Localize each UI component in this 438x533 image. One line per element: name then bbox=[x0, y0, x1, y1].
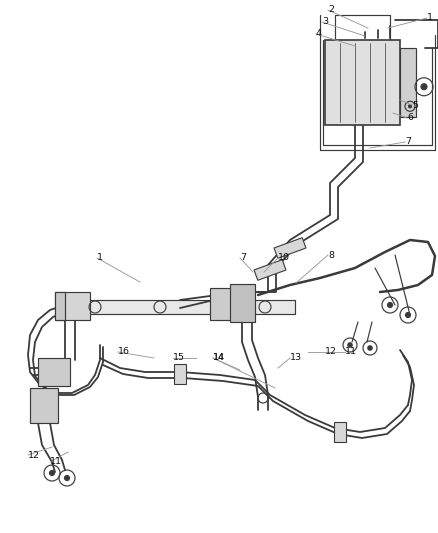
Text: 5: 5 bbox=[412, 101, 418, 109]
Circle shape bbox=[406, 312, 410, 318]
Bar bbox=[55, 292, 65, 320]
Text: 8: 8 bbox=[328, 251, 334, 260]
Text: 15: 15 bbox=[173, 353, 185, 362]
Text: 14: 14 bbox=[213, 353, 225, 362]
Circle shape bbox=[64, 475, 70, 481]
Text: 12: 12 bbox=[325, 348, 337, 357]
Text: 6: 6 bbox=[407, 114, 413, 123]
Bar bbox=[325, 40, 400, 125]
Text: 4: 4 bbox=[316, 29, 322, 38]
Bar bbox=[334, 422, 346, 442]
Text: 7: 7 bbox=[405, 138, 411, 147]
Text: 12: 12 bbox=[28, 450, 40, 459]
Text: 10: 10 bbox=[278, 254, 290, 262]
Text: 3: 3 bbox=[322, 18, 328, 27]
Bar bbox=[254, 260, 286, 280]
Bar bbox=[30, 388, 58, 423]
Bar bbox=[174, 364, 186, 384]
Circle shape bbox=[368, 346, 372, 350]
Text: 14: 14 bbox=[213, 353, 225, 362]
Text: 16: 16 bbox=[118, 348, 130, 357]
Bar bbox=[210, 288, 252, 320]
Bar bbox=[38, 358, 70, 386]
Bar bbox=[274, 238, 306, 259]
Text: 11: 11 bbox=[345, 348, 357, 357]
Text: 1: 1 bbox=[97, 254, 103, 262]
Text: 2: 2 bbox=[328, 5, 334, 14]
Circle shape bbox=[49, 471, 54, 475]
Circle shape bbox=[421, 84, 427, 90]
Circle shape bbox=[409, 105, 411, 108]
Text: 7: 7 bbox=[240, 254, 246, 262]
Circle shape bbox=[348, 343, 352, 347]
Bar bbox=[55, 292, 90, 320]
Bar bbox=[400, 48, 416, 117]
Text: 11: 11 bbox=[50, 457, 62, 466]
Bar bbox=[65, 300, 295, 314]
Circle shape bbox=[388, 303, 392, 308]
Text: 13: 13 bbox=[290, 353, 302, 362]
Text: 1: 1 bbox=[427, 13, 433, 22]
Bar bbox=[230, 284, 255, 322]
